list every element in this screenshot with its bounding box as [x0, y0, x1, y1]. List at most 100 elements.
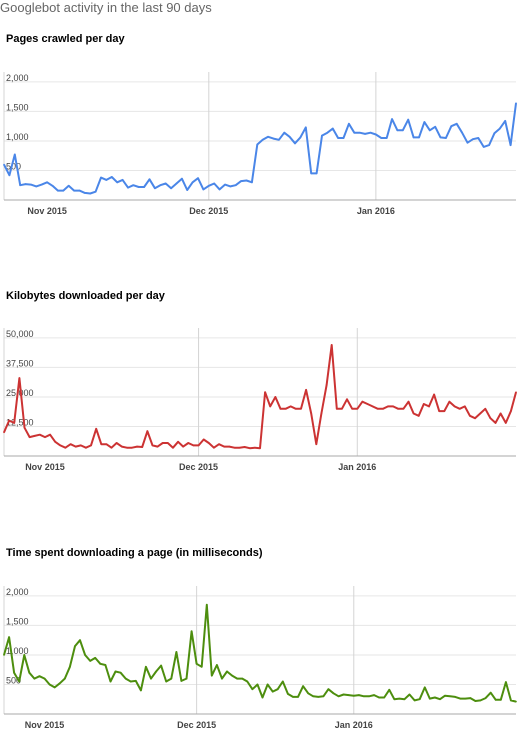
data-point	[327, 688, 330, 690]
data-point	[317, 696, 320, 698]
data-point	[342, 693, 345, 696]
data-point	[505, 681, 507, 683]
data-point	[474, 417, 476, 420]
data-point	[155, 670, 157, 673]
data-point	[453, 405, 456, 408]
data-point	[380, 137, 383, 139]
y-tick-label: 50,000	[6, 329, 34, 339]
data-point	[241, 677, 244, 680]
data-point	[143, 186, 145, 188]
data-point	[57, 189, 59, 192]
data-point	[69, 665, 71, 668]
data-point	[46, 181, 48, 184]
x-tick-label: Dec 2015	[177, 720, 216, 730]
data-point	[331, 127, 334, 130]
data-point	[145, 665, 147, 668]
data-point	[148, 178, 151, 181]
data-point	[305, 389, 307, 391]
data-point	[322, 695, 325, 698]
data-point	[458, 407, 461, 410]
data-point	[246, 680, 249, 683]
data-point	[251, 181, 253, 184]
data-point	[127, 186, 129, 189]
data-point	[74, 445, 77, 448]
data-point	[292, 696, 294, 698]
series-line	[3, 603, 517, 703]
kilobytes-downloaded-chart: 12,500 25,000 37,500 50,000 Nov 2015 Dec 2015…	[3, 328, 517, 472]
data-point	[94, 657, 97, 659]
data-point	[170, 677, 173, 680]
data-point	[64, 446, 67, 449]
data-point	[330, 344, 333, 346]
y-tick-label: 500	[6, 161, 21, 171]
data-point	[116, 181, 118, 184]
data-point	[58, 682, 61, 685]
x-tick-label: Nov 2015	[25, 462, 65, 472]
data-point	[358, 694, 360, 696]
data-point	[433, 393, 435, 396]
x-tick-label: Dec 2015	[189, 206, 228, 216]
data-point	[185, 677, 188, 680]
data-point	[243, 446, 246, 448]
y-tick-label: 12,500	[6, 417, 34, 427]
data-point	[387, 405, 389, 408]
data-point	[186, 189, 189, 191]
data-point	[402, 407, 405, 410]
data-point	[236, 677, 238, 680]
data-point	[161, 442, 164, 444]
data-point	[44, 436, 46, 438]
data-point	[289, 405, 292, 408]
data-point	[256, 683, 259, 686]
pages-crawled-chart: 500 1,000 1,500 2,000 Nov 2015 Dec 2015 Jan 20…	[3, 72, 517, 216]
data-point	[337, 137, 339, 139]
data-point	[114, 670, 117, 673]
data-point	[84, 192, 86, 194]
data-point	[284, 407, 287, 410]
data-point	[353, 131, 356, 134]
data-point	[510, 410, 512, 412]
data-point	[454, 696, 456, 698]
y-tick-label: 2,000	[6, 73, 29, 83]
data-point	[363, 695, 365, 698]
chart-title-time-spent-downloading: Time spent downloading a page (in millis…	[6, 547, 263, 559]
data-point	[121, 179, 124, 181]
data-point	[131, 446, 133, 449]
data-point	[494, 422, 497, 424]
data-point	[228, 445, 231, 448]
data-point	[417, 415, 420, 417]
time-spent-downloading-chart: 500 1,000 1,500 2,000 Nov 2015 Dec 2015 Jan 20…	[3, 586, 517, 730]
data-point	[356, 407, 359, 410]
data-point	[484, 407, 487, 410]
data-point	[259, 447, 261, 450]
data-point	[312, 695, 315, 698]
data-point	[434, 696, 436, 699]
data-point	[205, 603, 208, 606]
data-point	[472, 138, 474, 140]
data-point	[305, 126, 307, 129]
x-tick-label: Jan 2016	[335, 720, 373, 730]
data-point	[461, 131, 463, 134]
data-point	[439, 136, 442, 139]
data-point	[3, 163, 5, 166]
data-point	[109, 680, 112, 683]
data-point	[39, 433, 41, 436]
data-point	[35, 185, 38, 188]
x-tick-label: Nov 2015	[25, 720, 65, 730]
data-point	[448, 400, 451, 403]
data-point	[233, 446, 236, 449]
data-point	[464, 697, 467, 700]
x-tick-label: Nov 2015	[27, 206, 67, 216]
data-point	[85, 446, 87, 449]
data-point	[126, 446, 128, 449]
data-point	[479, 412, 481, 415]
data-point	[175, 182, 178, 185]
data-point	[315, 443, 318, 445]
data-point	[254, 446, 256, 449]
data-point	[392, 405, 394, 408]
data-point	[282, 680, 284, 683]
data-point	[8, 174, 11, 176]
data-point	[180, 680, 183, 682]
data-point	[418, 698, 421, 701]
data-point	[159, 184, 162, 187]
data-point	[229, 185, 232, 188]
